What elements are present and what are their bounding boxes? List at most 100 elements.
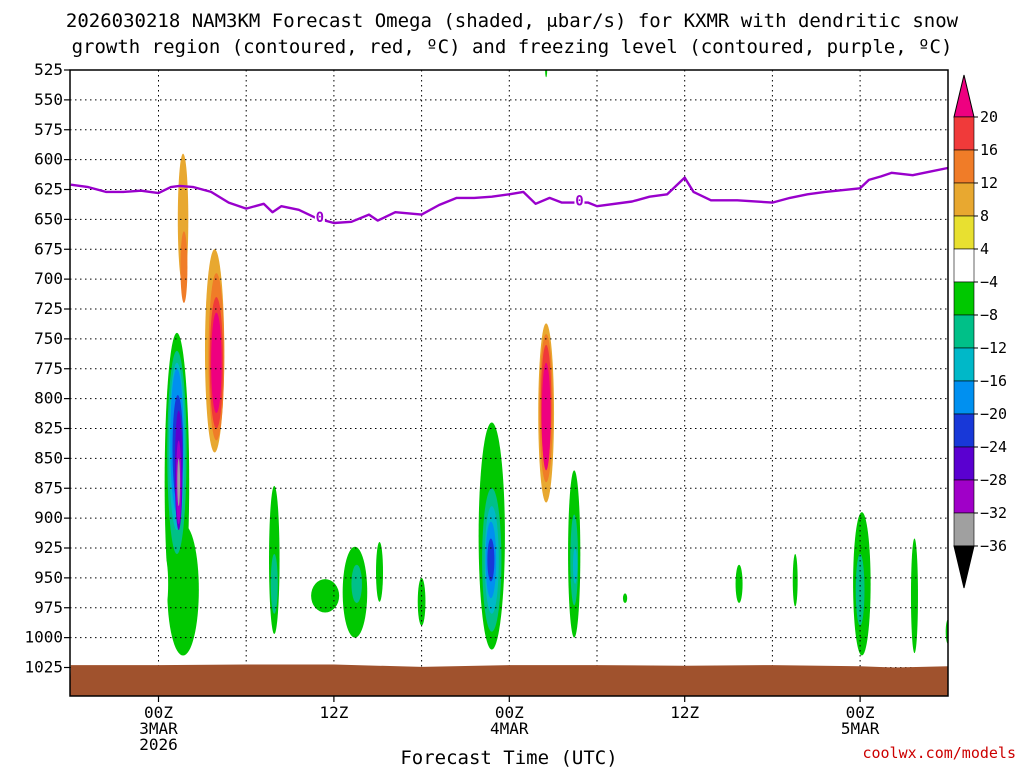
- omega-cell-24: [311, 579, 340, 613]
- x-tick-label-30-0: 12Z: [670, 703, 699, 722]
- y-tick-label-950: 950: [34, 568, 63, 587]
- omega-cell-47: [782, 575, 787, 629]
- colorbar-label-1: 16: [980, 141, 998, 159]
- colorbar-band-1: [953, 116, 975, 151]
- colorbar-band-3: [953, 182, 975, 217]
- colorbar-band-5: [953, 248, 975, 283]
- omega-cell-43: [572, 548, 578, 584]
- y-tick-label-825: 825: [34, 419, 63, 438]
- x-tick-label-40-0: 00Z: [846, 703, 875, 722]
- y-axis: 525 550 575 600 625 650 675 700 725 750 775 800 825 8…: [24, 60, 70, 677]
- omega-cell-18: [225, 530, 232, 578]
- terrain-surface: [70, 664, 948, 696]
- omega-cell-40: [541, 362, 551, 471]
- x-tick-label-20-1: 4MAR: [490, 719, 529, 738]
- y-tick-label-625: 625: [34, 180, 63, 199]
- colorbar-label-8: −16: [980, 372, 1007, 390]
- colorbar-band-10: [953, 413, 975, 448]
- colorbar-band-12: [953, 479, 975, 514]
- y-tick-label-875: 875: [34, 478, 63, 497]
- omega-shading: [159, 70, 948, 656]
- y-tick-label-600: 600: [34, 150, 63, 169]
- omega-cell-52: [910, 538, 918, 654]
- freezing-level-label-1: 0: [575, 193, 583, 209]
- x-tick-label-0-0: 00Z: [144, 703, 173, 722]
- x-tick-label-0-1: 3MAR: [139, 719, 178, 738]
- y-tick-label-650: 650: [34, 209, 63, 228]
- colorbar-label-11: −28: [980, 471, 1007, 489]
- colorbar-label-0: 20: [980, 108, 998, 126]
- freezing-level-contour: 00: [70, 166, 948, 226]
- omega-cell-9: [167, 524, 199, 656]
- x-tick-label-40-1: 5MAR: [841, 719, 880, 738]
- colorbar-label-5: −4: [980, 273, 998, 291]
- colorbar-band-13: [953, 512, 975, 547]
- y-tick-label-925: 925: [34, 538, 63, 557]
- y-tick-label-850: 850: [34, 448, 63, 467]
- colorbar-label-9: −20: [980, 405, 1007, 423]
- colorbar-label-7: −12: [980, 339, 1007, 357]
- freezing-level-label-mask-1: [574, 192, 585, 209]
- chart-title-line-2: growth region (contoured, red, ºC) and f…: [72, 36, 953, 58]
- y-tick-label-1025: 1025: [24, 658, 63, 677]
- omega-cell-22: [361, 297, 366, 345]
- omega-cell-7: [211, 312, 222, 413]
- grid-lines: [70, 69, 948, 696]
- y-tick-label-675: 675: [34, 239, 63, 258]
- credit-text: coolwx.com/models: [862, 744, 1016, 762]
- omega-cell-46: [735, 564, 743, 603]
- omega-cell-20: [270, 553, 278, 614]
- y-tick-label-775: 775: [34, 359, 63, 378]
- omega-cell-48: [792, 553, 798, 607]
- omega-cell-45: [545, 70, 548, 78]
- omega-cell-28: [403, 452, 409, 572]
- y-tick-label-525: 525: [34, 60, 63, 79]
- colorbar-bottom-triangle: [953, 545, 975, 589]
- omega-cell-44: [622, 593, 628, 603]
- y-tick-label-975: 975: [34, 598, 63, 617]
- colorbar: 20 16 12 8 4 −4 −8 −12 −16 −20 −24 −28 −32 −36: [953, 74, 1007, 589]
- x-tick-label-20-0: 00Z: [495, 703, 524, 722]
- colorbar-label-2: 12: [980, 174, 998, 192]
- omega-cell-29: [417, 577, 426, 626]
- colorbar-label-4: 4: [980, 240, 989, 258]
- chart-title-line-1: 2026030218 NAM3KM Forecast Omega (shaded…: [66, 10, 959, 32]
- colorbar-band-11: [953, 446, 975, 481]
- colorbar-band-6: [953, 281, 975, 316]
- y-tick-label-900: 900: [34, 508, 63, 527]
- colorbar-band-9: [953, 380, 975, 415]
- omega-cell-35: [487, 538, 495, 582]
- freezing-level-label-mask-0: [314, 208, 325, 225]
- omega-cell-26: [351, 564, 362, 603]
- terrain-fill: [70, 664, 948, 696]
- omega-cell-50: [855, 553, 865, 626]
- omega-cell-27: [375, 542, 384, 602]
- y-tick-label-725: 725: [34, 299, 63, 318]
- omega-cell-23: [362, 417, 365, 452]
- x-tick-label-0-2: 2026: [139, 735, 178, 754]
- freezing-level-label-0: 0: [316, 210, 324, 226]
- colorbar-label-13: −36: [980, 537, 1007, 555]
- colorbar-band-2: [953, 149, 975, 184]
- colorbar-label-6: −8: [980, 306, 998, 324]
- omega-cell-51: [897, 548, 903, 620]
- freezing-level-line: [70, 166, 948, 225]
- colorbar-label-12: −32: [980, 504, 1007, 522]
- colorbar-label-10: −24: [980, 438, 1007, 456]
- y-tick-label-700: 700: [34, 269, 63, 288]
- y-tick-label-575: 575: [34, 120, 63, 139]
- omega-cell-17: [159, 553, 169, 614]
- colorbar-label-3: 8: [980, 207, 989, 225]
- colorbar-band-7: [953, 314, 975, 349]
- x-axis-title: Forecast Time (UTC): [400, 747, 617, 768]
- y-tick-label-1000: 1000: [24, 628, 63, 647]
- x-tick-label-10-0: 12Z: [319, 703, 348, 722]
- y-tick-label-750: 750: [34, 329, 63, 348]
- colorbar-band-8: [953, 347, 975, 382]
- colorbar-band-4: [953, 215, 975, 250]
- omega-cell-30: [471, 550, 474, 563]
- y-tick-label-800: 800: [34, 389, 63, 408]
- y-tick-label-550: 550: [34, 90, 63, 109]
